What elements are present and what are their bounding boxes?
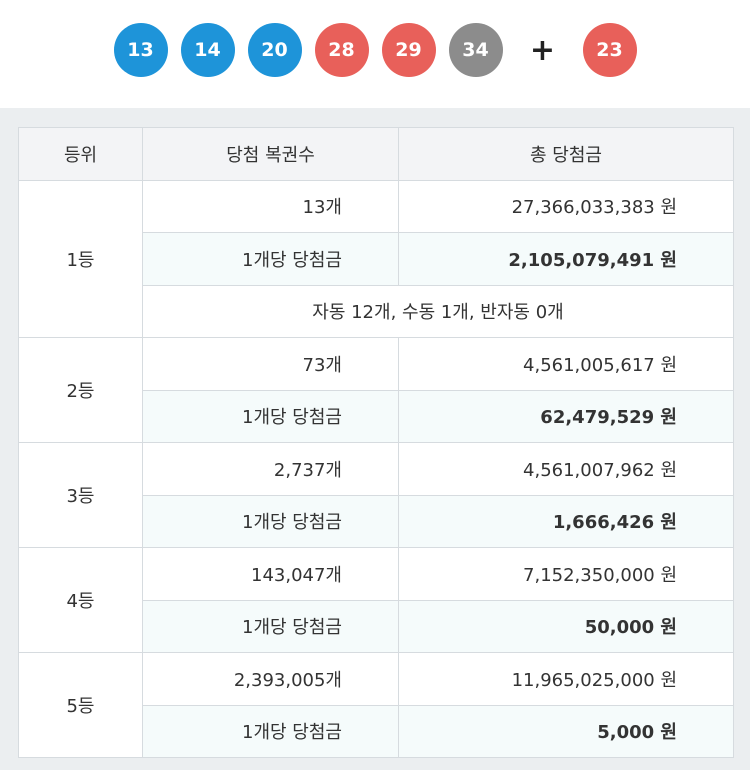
table-row: 1개당 당첨금 1,666,426 원 [19, 494, 734, 548]
per-winner-label: 1개당 당첨금 [142, 232, 399, 286]
table-row: 자동 12개, 수동 1개, 반자동 0개 [19, 284, 734, 338]
table-row: 3등 2,737개 4,561,007,962 원 [18, 442, 734, 548]
number-ball-6: 34 [448, 23, 503, 77]
rank-cell: 1등 [18, 179, 143, 338]
table-row: 1개당 당첨금 5,000 원 [19, 704, 734, 758]
prize-table: 등위 당첨 복권수 총 당첨금 1등 13개 27,366,033,383 원 … [18, 127, 734, 758]
total-prize: 4,561,005,617 원 [398, 337, 734, 391]
per-winner-label: 1개당 당첨금 [142, 494, 399, 548]
header-count: 당첨 복권수 [142, 127, 399, 181]
winning-numbers: 13 14 20 28 29 34 + 23 [0, 22, 750, 78]
winner-count: 13개 [142, 179, 399, 233]
number-ball-5: 29 [381, 23, 436, 77]
rank-cell: 2등 [18, 337, 143, 443]
winner-count: 2,737개 [142, 442, 399, 496]
total-prize: 27,366,033,383 원 [398, 179, 734, 233]
number-ball-3: 20 [247, 23, 302, 77]
table-row: 1개당 당첨금 62,479,529 원 [19, 389, 734, 443]
per-winner-prize: 62,479,529 원 [398, 389, 734, 443]
table-row: 1등 13개 27,366,033,383 원 [18, 179, 734, 338]
header-rank: 등위 [18, 127, 143, 181]
table-row: 1개당 당첨금 2,105,079,491 원 [19, 232, 734, 286]
total-prize: 11,965,025,000 원 [398, 652, 734, 706]
number-ball-4: 28 [314, 23, 369, 77]
bonus-ball: 23 [582, 23, 637, 77]
per-winner-label: 1개당 당첨금 [142, 599, 399, 653]
total-prize: 7,152,350,000 원 [398, 547, 734, 601]
rank-cell: 3등 [18, 442, 143, 548]
per-winner-prize: 2,105,079,491 원 [398, 232, 734, 286]
total-prize: 4,561,007,962 원 [398, 442, 734, 496]
per-winner-prize: 1,666,426 원 [398, 494, 734, 548]
rank-cell: 5등 [18, 652, 143, 758]
winner-count: 2,393,005개 [142, 652, 399, 706]
table-header-row: 등위 당첨 복권수 총 당첨금 [18, 127, 734, 181]
table-row: 5등 2,393,005개 11,965,025,000 원 [18, 652, 734, 758]
prize-table-area: 등위 당첨 복권수 총 당첨금 1등 13개 27,366,033,383 원 … [0, 108, 750, 770]
plus-icon: + [529, 32, 556, 68]
per-winner-label: 1개당 당첨금 [142, 389, 399, 443]
header-total: 총 당첨금 [398, 127, 734, 181]
per-winner-prize: 50,000 원 [398, 599, 734, 653]
winner-count: 143,047개 [142, 547, 399, 601]
winning-numbers-area: 13 14 20 28 29 34 + 23 [0, 0, 750, 108]
table-row: 1개당 당첨금 50,000 원 [19, 599, 734, 653]
per-winner-prize: 5,000 원 [398, 704, 734, 758]
per-winner-label: 1개당 당첨금 [142, 704, 399, 758]
rank-cell: 4등 [18, 547, 143, 653]
purchase-method-note: 자동 12개, 수동 1개, 반자동 0개 [142, 284, 734, 338]
number-ball-1: 13 [113, 23, 168, 77]
number-ball-2: 14 [180, 23, 235, 77]
table-row: 2등 73개 4,561,005,617 원 [18, 337, 734, 443]
winner-count: 73개 [142, 337, 399, 391]
table-row: 4등 143,047개 7,152,350,000 원 [18, 547, 734, 653]
